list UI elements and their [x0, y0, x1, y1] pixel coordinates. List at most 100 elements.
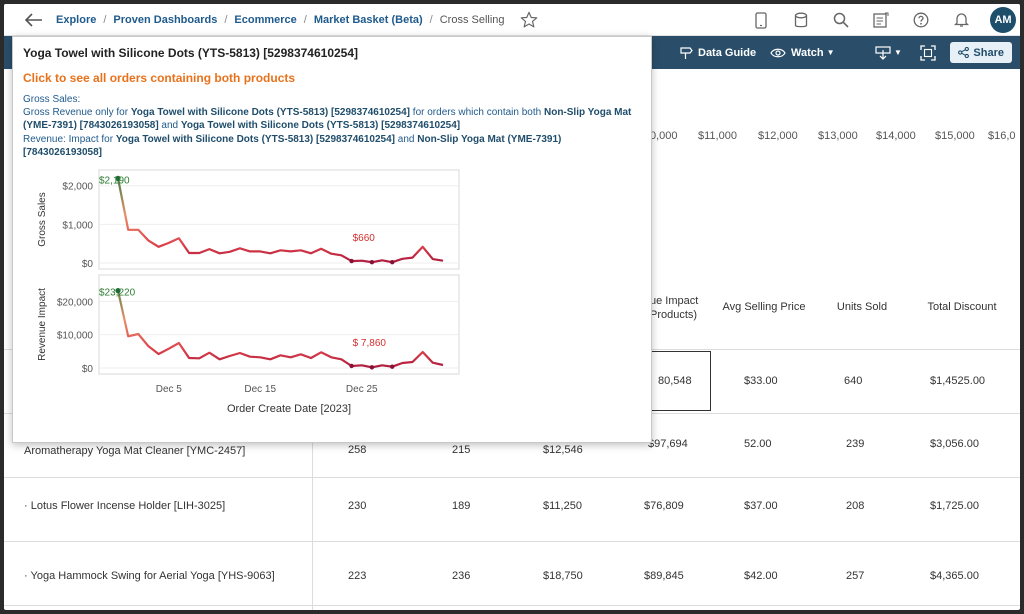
- tooltip-line-revenue: Revenue: Impact for Yoga Towel with Sili…: [23, 133, 638, 159]
- row-product-name[interactable]: Aromatherapy Yoga Mat Cleaner [YMC-2457]: [24, 445, 246, 457]
- breadcrumb-current-page: Cross Selling: [439, 13, 505, 26]
- share-icon: [958, 47, 970, 58]
- cell-units-sold[interactable]: 239: [846, 438, 865, 450]
- cell-avg-selling-price[interactable]: $37.00: [744, 500, 778, 512]
- database-icon[interactable]: [790, 9, 812, 31]
- mobile-device-icon[interactable]: [750, 9, 772, 31]
- cell-units-sold[interactable]: 208: [846, 500, 865, 512]
- row-indent-marker: ·: [24, 500, 31, 512]
- chart-panel-frame: [98, 274, 460, 375]
- cell-revenue-impact[interactable]: $89,845: [644, 570, 684, 582]
- column-header-line: Products): [650, 309, 698, 321]
- axis-tick: $15,000: [935, 130, 975, 142]
- cell-revenue-impact[interactable]: 80,548: [658, 375, 692, 387]
- breadcrumb-separator: /: [303, 13, 307, 26]
- max-value-label: $2,190: [99, 175, 130, 186]
- cell-units-sold[interactable]: 640: [844, 375, 863, 387]
- row-divider: [4, 541, 1020, 542]
- data-point: [390, 260, 395, 265]
- notifications-bell-icon[interactable]: [950, 9, 972, 31]
- share-label: Share: [973, 46, 1004, 59]
- notes-icon[interactable]: [870, 9, 892, 31]
- chart-panel-frame: [98, 169, 460, 270]
- data-point: [349, 258, 354, 264]
- breadcrumb-ecommerce[interactable]: Ecommerce: [234, 13, 297, 26]
- x-tick-label: Dec 15: [244, 384, 276, 395]
- top-navigation-bar: Explore / Proven Dashboards / Ecommerce …: [4, 4, 1020, 36]
- y-tick-label: $10,000: [57, 331, 94, 342]
- row-product-label: Yoga Hammock Swing for Aerial Yoga [YHS-…: [30, 570, 275, 582]
- cell-units-sold[interactable]: 257: [846, 570, 865, 582]
- y-tick-label: $1,000: [62, 220, 93, 231]
- x-tick-label: Dec 5: [156, 384, 183, 395]
- tooltip-line-gross: Gross Revenue only for Yoga Towel with S…: [23, 106, 638, 132]
- user-avatar[interactable]: AM: [990, 7, 1016, 33]
- cell-total-discount[interactable]: $3,056.00: [930, 438, 979, 450]
- data-point: [349, 363, 354, 369]
- row-indent-marker: ·: [24, 570, 31, 582]
- series-line: [116, 178, 444, 264]
- data-point-max: [115, 175, 121, 181]
- product-name: Non-Slip Yoga Mat (YME-7391) [7843026193…: [23, 133, 562, 158]
- cell-revenue-impact[interactable]: $97,694: [648, 438, 688, 450]
- row-product-name[interactable]: · Yoga Hammock Swing for Aerial Yoga [YH…: [24, 570, 275, 582]
- search-icon[interactable]: [830, 9, 852, 31]
- series-line: [116, 290, 444, 369]
- chevron-down-icon: ▼: [826, 48, 835, 57]
- share-button[interactable]: Share: [950, 42, 1012, 63]
- column-header-units-sold[interactable]: Units Sold: [836, 301, 888, 313]
- cell-value[interactable]: 230: [348, 500, 367, 512]
- y-axis-title: Revenue Impact: [37, 288, 48, 361]
- y-tick-label: $0: [82, 364, 94, 375]
- column-header-total-discount[interactable]: Total Discount: [927, 301, 997, 313]
- data-guide-button[interactable]: Data Guide: [679, 36, 756, 69]
- product-tooltip: Yoga Towel with Silicone Dots (YTS-5813)…: [12, 36, 652, 443]
- cell-value[interactable]: 236: [452, 570, 471, 582]
- favorite-star-icon[interactable]: [519, 10, 539, 30]
- breadcrumb-explore[interactable]: Explore: [56, 13, 97, 26]
- text-span: for orders which contain both: [410, 107, 544, 119]
- cell-value[interactable]: $11,250: [543, 500, 582, 512]
- chevron-down-icon: ▼: [894, 48, 902, 57]
- row-divider: [4, 477, 1020, 478]
- cell-total-discount[interactable]: $1,4525.00: [930, 375, 986, 387]
- cell-total-discount[interactable]: $1,725.00: [930, 500, 979, 512]
- top-right-icons: AM: [750, 4, 1020, 36]
- product-name: Non-Slip Yoga Mat (YME-7391) [7843026193…: [23, 107, 632, 132]
- cell-avg-selling-price[interactable]: $33.00: [744, 375, 778, 387]
- column-header-revenue-impact[interactable]: ue Impact Products): [650, 294, 710, 322]
- cell-value[interactable]: 258: [348, 444, 367, 456]
- cell-avg-selling-price[interactable]: $42.00: [744, 570, 778, 582]
- tooltip-charts: $2,000 $1,000 $0 Gross Sales $2,190 $660 $20,0…: [37, 169, 460, 415]
- cell-value[interactable]: $18,750: [543, 570, 583, 582]
- breadcrumb-market-basket[interactable]: Market Basket (Beta): [313, 13, 423, 26]
- highlight-value-label: $ 7,860: [353, 338, 387, 349]
- back-arrow-icon[interactable]: [21, 7, 47, 33]
- axis-tick: $11,000: [698, 130, 737, 142]
- tooltip-heading: Gross Sales:: [23, 94, 81, 105]
- text-span: Gross Revenue only for: [23, 107, 131, 119]
- tooltip-description: Gross Sales: Gross Revenue only for Yoga…: [23, 93, 638, 159]
- cell-avg-selling-price[interactable]: 52.00: [744, 438, 772, 450]
- cell-value[interactable]: 189: [452, 500, 471, 512]
- highlight-value-label: $660: [353, 233, 376, 244]
- download-button[interactable]: ▼: [875, 36, 902, 69]
- column-header-avg-selling-price[interactable]: Avg Selling Price: [722, 301, 806, 313]
- fullscreen-button[interactable]: [920, 36, 936, 69]
- product-name: Yoga Towel with Silicone Dots (YTS-5813)…: [115, 133, 396, 145]
- column-header-line: ue Impact: [650, 295, 699, 307]
- cell-revenue-impact[interactable]: $76,809: [644, 500, 684, 512]
- orders-link[interactable]: Click to see all orders containing both …: [23, 71, 296, 85]
- data-point: [369, 365, 375, 370]
- data-point-max: [115, 288, 121, 294]
- breadcrumb-proven-dashboards[interactable]: Proven Dashboards: [113, 13, 218, 26]
- cell-value[interactable]: 215: [452, 444, 471, 456]
- watch-button[interactable]: Watch ▼: [770, 36, 835, 69]
- row-product-name[interactable]: · Lotus Flower Incense Holder [LIH-3025]: [24, 500, 225, 512]
- cell-total-discount[interactable]: $4,365.00: [930, 570, 979, 582]
- breadcrumb-separator: /: [429, 13, 433, 26]
- cell-value[interactable]: $12,546: [543, 444, 583, 456]
- cell-value[interactable]: 223: [348, 570, 367, 582]
- help-icon[interactable]: [910, 9, 932, 31]
- axis-tick: $13,000: [818, 130, 858, 142]
